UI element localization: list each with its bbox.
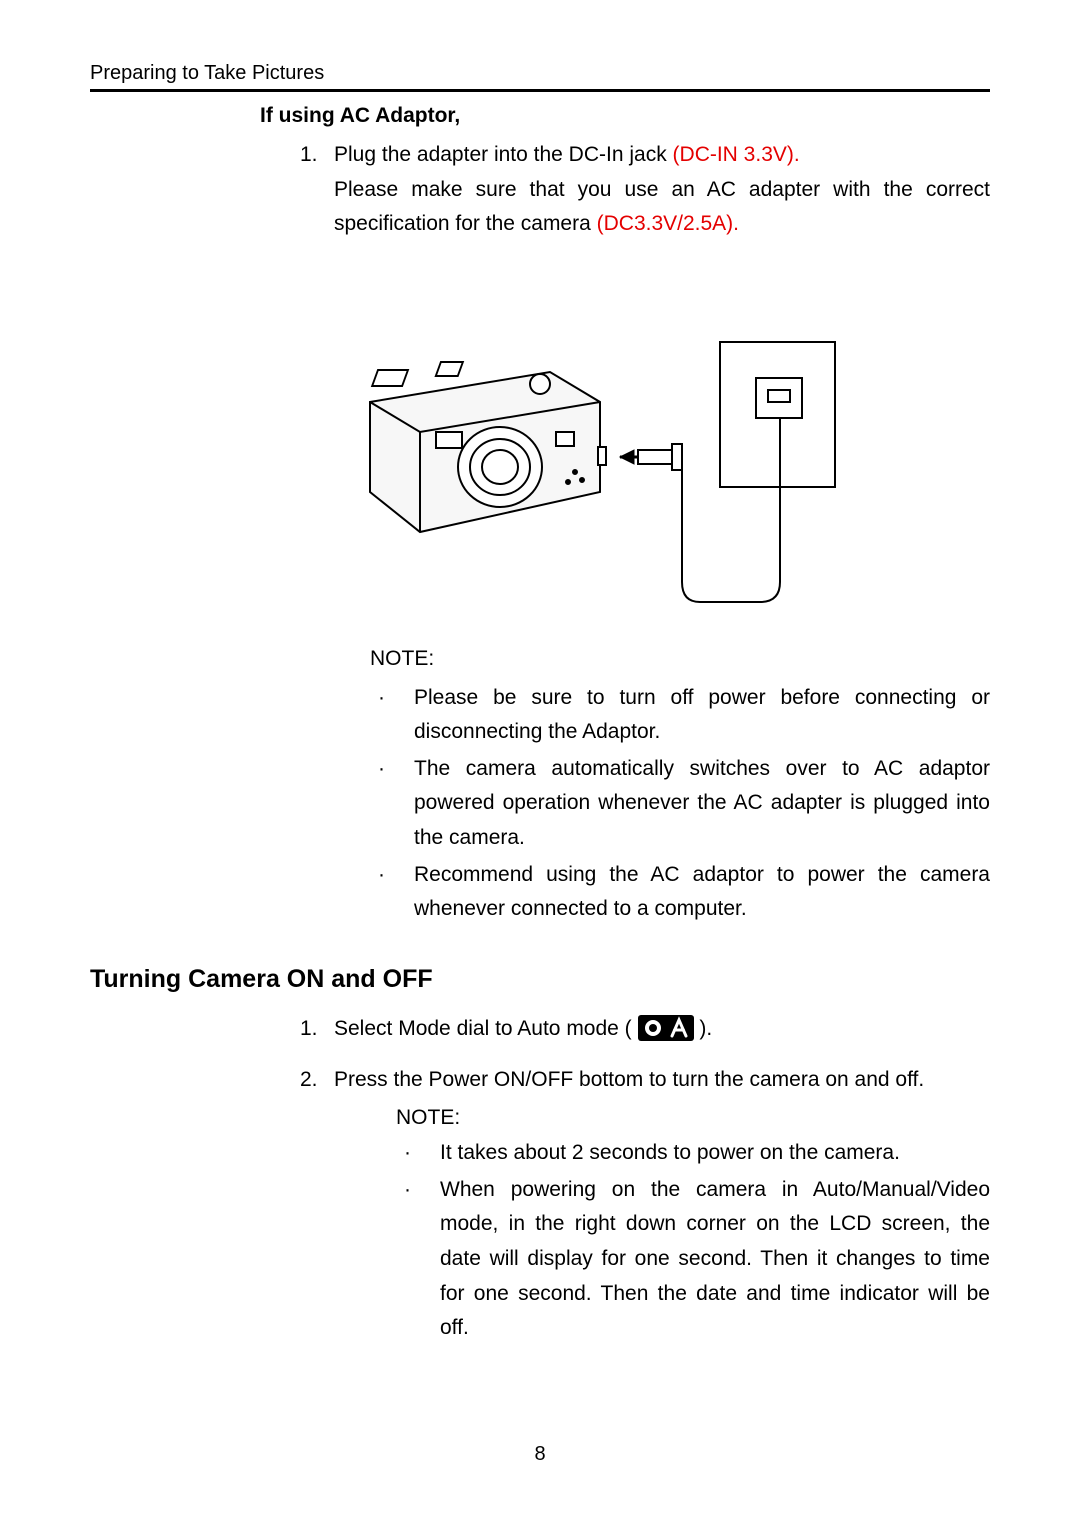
note-item: · It takes about 2 seconds to power on t…	[396, 1136, 990, 1171]
list-body: Plug the adapter into the DC-In jack (DC…	[334, 138, 990, 242]
note-label: NOTE:	[370, 642, 990, 677]
note-text: Please be sure to turn off power before …	[414, 681, 990, 750]
note-label: NOTE:	[396, 1101, 990, 1136]
list-number: 1.	[300, 1012, 334, 1053]
note-text: It takes about 2 seconds to power on the…	[440, 1136, 990, 1171]
power-list: 1. Select Mode dial to Auto mode ( ). 2.…	[300, 1012, 990, 1348]
list-item: 2. Press the Power ON/OFF bottom to turn…	[300, 1063, 990, 1348]
bullet-dot: ·	[396, 1173, 440, 1346]
text-run: ).	[694, 1017, 713, 1040]
note-block-1: NOTE: · Please be sure to turn off power…	[370, 642, 990, 927]
note-block-2: NOTE: · It takes about 2 seconds to powe…	[396, 1101, 990, 1345]
page-content: Preparing to Take Pictures If using AC A…	[0, 0, 1080, 1348]
ac-adaptor-list: 1. Plug the adapter into the DC-In jack …	[300, 138, 990, 242]
bullet-dot: ·	[370, 752, 414, 856]
turning-on-off-heading: Turning Camera ON and OFF	[90, 965, 990, 994]
text-run: Select Mode dial to Auto mode (	[334, 1017, 638, 1040]
text-run: Plug the adapter into the DC-In jack	[334, 143, 673, 166]
text-run-red: (DC3.3V/2.5A).	[597, 212, 739, 235]
list-number: 1.	[300, 138, 334, 242]
note-list: · Please be sure to turn off power befor…	[370, 681, 990, 927]
text-run-red: (DC-IN 3.3V).	[673, 143, 800, 166]
bullet-dot: ·	[370, 858, 414, 927]
list-item: 1. Select Mode dial to Auto mode ( ).	[300, 1012, 990, 1053]
note-text: The camera automatically switches over t…	[414, 752, 990, 856]
bullet-dot: ·	[370, 681, 414, 750]
list-body: Select Mode dial to Auto mode ( ).	[334, 1012, 990, 1053]
ac-adaptor-heading: If using AC Adaptor,	[260, 104, 990, 128]
note-text: When powering on the camera in Auto/Manu…	[440, 1173, 990, 1346]
page-number: 8	[0, 1443, 1080, 1466]
note-item: · Recommend using the AC adaptor to powe…	[370, 858, 990, 927]
note-item: · When powering on the camera in Auto/Ma…	[396, 1173, 990, 1346]
running-head: Preparing to Take Pictures	[90, 62, 990, 92]
list-item: 1. Plug the adapter into the DC-In jack …	[300, 138, 990, 242]
auto-mode-icon	[638, 1015, 694, 1053]
camera-adapter-diagram	[340, 282, 840, 612]
note-text: Recommend using the AC adaptor to power …	[414, 858, 990, 927]
list-body: Press the Power ON/OFF bottom to turn th…	[334, 1063, 990, 1348]
text-run: Press the Power ON/OFF bottom to turn th…	[334, 1068, 924, 1091]
list-number: 2.	[300, 1063, 334, 1348]
bullet-dot: ·	[396, 1136, 440, 1171]
note-item: · The camera automatically switches over…	[370, 752, 990, 856]
note-item: · Please be sure to turn off power befor…	[370, 681, 990, 750]
